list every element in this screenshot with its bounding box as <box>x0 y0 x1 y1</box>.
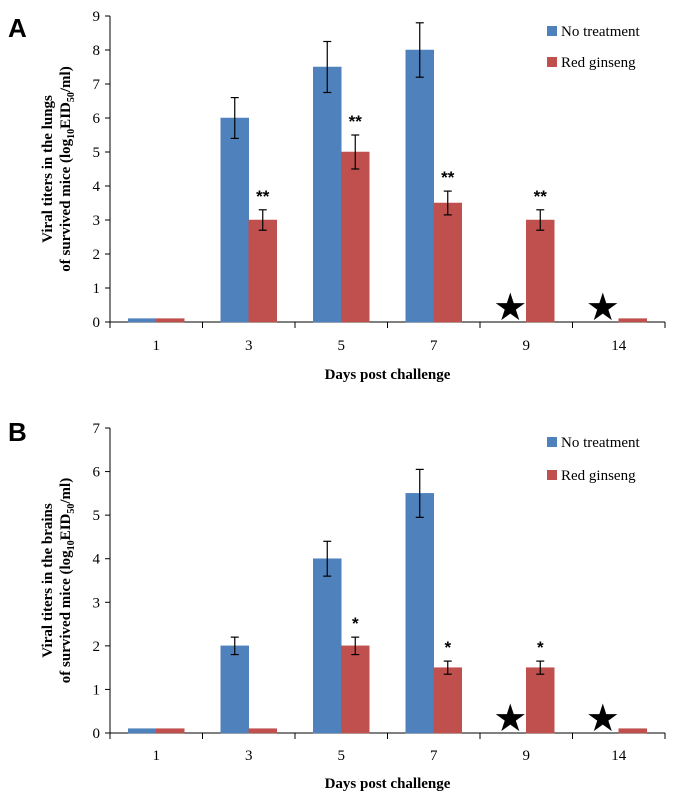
y-tick-label: 4 <box>93 552 101 568</box>
y-tick-label: 6 <box>93 465 101 481</box>
y-tick-label: 8 <box>93 43 101 59</box>
bar <box>526 219 555 323</box>
star-marker: ★ <box>586 285 620 329</box>
y-axis-title-part: 10 <box>66 540 77 550</box>
star-marker: ★ <box>493 285 527 329</box>
x-tick-label: 9 <box>523 338 531 354</box>
bar <box>433 202 462 323</box>
x-tick-label: 14 <box>611 748 627 764</box>
y-axis-title-part: 50 <box>66 92 77 102</box>
y-tick-label: 3 <box>93 213 101 229</box>
bar <box>433 667 462 734</box>
legend-swatch <box>547 26 557 36</box>
y-tick-label: 2 <box>93 639 101 655</box>
y-tick-label: 0 <box>93 726 101 742</box>
y-axis-title-line2: of survived mice (log10EID50/ml) <box>58 478 77 683</box>
bar <box>341 151 370 323</box>
y-tick-label: 1 <box>93 682 101 698</box>
y-tick-label: 9 <box>93 9 101 25</box>
y-axis-title-line1: Viral titers in the lungs <box>40 95 56 243</box>
x-axis-title: Days post challenge <box>325 776 451 792</box>
significance-label: ** <box>256 187 270 206</box>
legend-swatch <box>547 57 557 67</box>
x-tick-label: 3 <box>245 748 253 764</box>
bar <box>405 49 434 323</box>
y-tick-label: 5 <box>93 145 101 161</box>
y-axis-title: Viral titers in the brains of survived mi… <box>40 478 77 683</box>
x-tick-label: 1 <box>153 748 161 764</box>
x-tick-label: 9 <box>523 748 531 764</box>
x-tick-label: 14 <box>611 338 627 354</box>
bar <box>248 219 277 323</box>
y-axis-title-part: 50 <box>66 504 77 514</box>
y-axis-title-part: /ml) <box>58 478 74 505</box>
y-axis-title-part: EID <box>58 513 74 540</box>
x-tick-label: 3 <box>245 338 253 354</box>
bar <box>156 318 185 323</box>
bar <box>313 558 342 734</box>
y-axis-title-part: /ml) <box>58 66 74 93</box>
significance-label: ** <box>441 168 455 187</box>
legend-label: No treatment <box>561 24 641 40</box>
bar <box>313 66 342 323</box>
bar <box>526 667 555 734</box>
legend-label: Red ginseng <box>561 468 636 484</box>
y-tick-label: 4 <box>93 179 101 195</box>
star-marker: ★ <box>493 696 527 740</box>
legend-swatch <box>547 470 557 480</box>
significance-label: ** <box>534 187 548 206</box>
y-tick-label: 5 <box>93 508 101 524</box>
y-tick-label: 3 <box>93 595 101 611</box>
y-axis-title-part: EID <box>58 102 74 129</box>
y-tick-label: 7 <box>93 77 101 93</box>
legend-label: Red ginseng <box>561 55 636 71</box>
x-tick-label: 5 <box>338 338 346 354</box>
chart-panel-b: B 0 1 2 3 4 5 6 7 1 3 5 7 9 14 * * * ★ ★ No treatment Red gin… <box>8 417 666 792</box>
x-tick-label: 5 <box>338 748 346 764</box>
bar <box>341 645 370 734</box>
y-axis-title: Viral titers in the lungs of survived mic… <box>40 66 77 271</box>
y-tick-label: 2 <box>93 247 101 263</box>
y-tick-label: 1 <box>93 281 101 297</box>
significance-label: ** <box>349 112 363 131</box>
bar <box>405 493 434 734</box>
y-tick-label: 6 <box>93 111 101 127</box>
significance-label: * <box>537 638 544 657</box>
significance-label: * <box>352 614 359 633</box>
bar <box>220 645 249 734</box>
x-tick-label: 7 <box>430 338 438 354</box>
y-axis-title-line1: Viral titers in the brains <box>40 503 56 658</box>
legend-label: No treatment <box>561 435 641 451</box>
x-tick-label: 1 <box>153 338 161 354</box>
y-tick-label: 0 <box>93 315 101 331</box>
panel-letter: B <box>8 417 27 447</box>
bar <box>128 728 157 734</box>
y-axis-title-line2: of survived mice (log10EID50/ml) <box>58 66 77 271</box>
y-axis-title-part: 10 <box>66 129 77 139</box>
bar <box>128 318 157 323</box>
y-tick-label: 7 <box>93 421 101 437</box>
y-axis-title-part: of survived mice (log <box>58 550 74 683</box>
panel-letter: A <box>8 13 27 43</box>
chart-panel-a: A 0 1 2 3 4 5 6 7 8 9 1 3 5 7 9 14 ** ** ** ** ★ ★ No treatment… <box>8 9 666 383</box>
star-marker: ★ <box>586 696 620 740</box>
bar <box>618 728 647 734</box>
bar <box>248 728 277 734</box>
bar <box>618 318 647 323</box>
legend-swatch <box>547 437 557 447</box>
significance-label: * <box>444 638 451 657</box>
bar <box>220 117 249 323</box>
y-axis-title-part: of survived mice (log <box>58 138 74 271</box>
x-tick-label: 7 <box>430 748 438 764</box>
bar <box>156 728 185 734</box>
x-axis-title: Days post challenge <box>325 367 451 383</box>
